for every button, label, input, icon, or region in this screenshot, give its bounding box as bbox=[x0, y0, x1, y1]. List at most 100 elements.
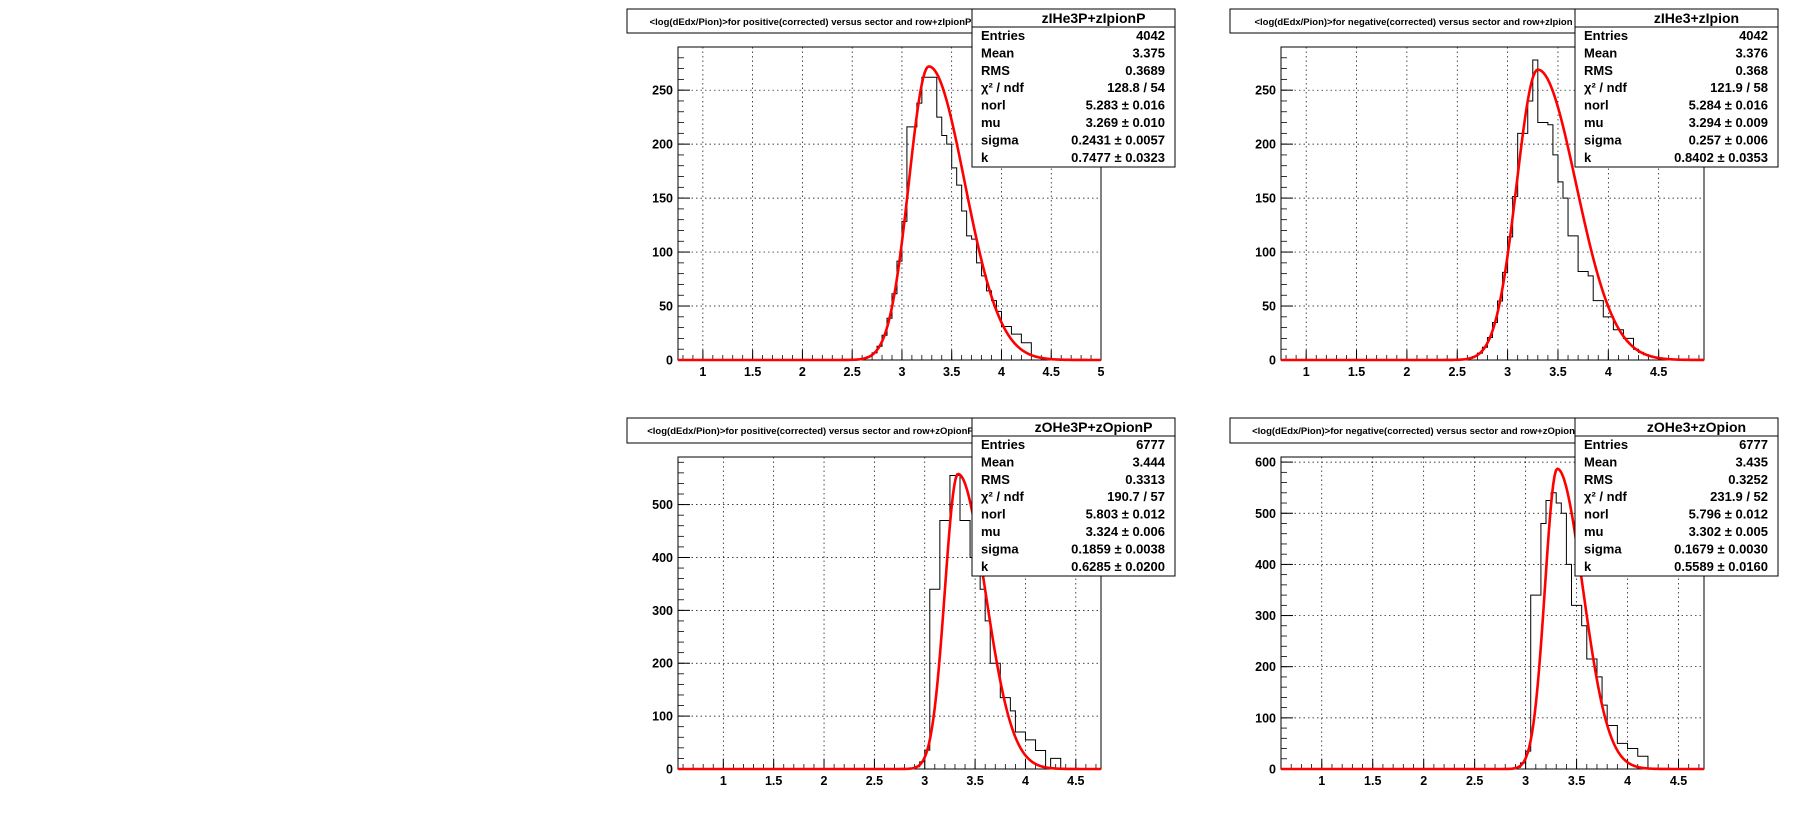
stats-value: 0.257 ± 0.006 bbox=[1689, 132, 1768, 147]
stats-value: 3.294 ± 0.009 bbox=[1689, 115, 1768, 130]
stats-label: Mean bbox=[981, 45, 1014, 60]
stats-title: zOHe3+zOpion bbox=[1647, 419, 1746, 435]
y-tick-label: 200 bbox=[1255, 138, 1276, 152]
x-tick-label: 2.5 bbox=[1466, 774, 1483, 788]
x-tick-label: 3 bbox=[1504, 365, 1511, 379]
y-tick-label: 200 bbox=[652, 138, 673, 152]
x-tick-label: 2.5 bbox=[866, 774, 883, 788]
stats-label: sigma bbox=[1584, 541, 1622, 556]
y-tick-label: 50 bbox=[659, 300, 673, 314]
stats-label: RMS bbox=[1584, 472, 1613, 487]
stats-value: 0.1859 ± 0.0038 bbox=[1071, 541, 1165, 556]
y-tick-label: 0 bbox=[666, 763, 673, 777]
stats-label: mu bbox=[981, 115, 1001, 130]
stats-label: χ² / ndf bbox=[981, 80, 1025, 95]
stats-value: 0.8402 ± 0.0353 bbox=[1674, 150, 1768, 165]
stats-label: k bbox=[981, 559, 989, 574]
y-tick-label: 300 bbox=[1255, 609, 1276, 623]
pad-title-box bbox=[626, 8, 1023, 34]
stats-value: 0.3689 bbox=[1125, 63, 1165, 78]
stats-value: 0.7477 ± 0.0323 bbox=[1071, 150, 1165, 165]
stats-value: 5.284 ± 0.016 bbox=[1689, 98, 1768, 113]
y-tick-label: 500 bbox=[652, 498, 673, 512]
x-tick-label: 3.5 bbox=[1549, 365, 1566, 379]
stats-box bbox=[971, 417, 1176, 577]
stats-label: Entries bbox=[981, 28, 1025, 43]
pad-title-box bbox=[626, 417, 1023, 444]
stats-value: 0.368 bbox=[1735, 63, 1768, 78]
pad-title: <log(dEdx/Pion)>for negative(corrected) … bbox=[1254, 17, 1572, 28]
x-tick-label: 4 bbox=[1605, 365, 1612, 379]
stats-label: Entries bbox=[981, 437, 1025, 452]
fit-curve bbox=[678, 65, 1101, 362]
x-tick-label: 2.5 bbox=[843, 365, 860, 379]
stats-label: Mean bbox=[1584, 454, 1617, 469]
y-tick-label: 300 bbox=[652, 604, 673, 618]
x-tick-label: 2.5 bbox=[1449, 365, 1466, 379]
stats-value: 4042 bbox=[1739, 28, 1768, 43]
stats-value: 3.324 ± 0.006 bbox=[1086, 524, 1165, 539]
y-tick-label: 150 bbox=[652, 192, 673, 206]
y-tick-label: 100 bbox=[1255, 711, 1276, 725]
stats-label: norl bbox=[981, 507, 1006, 522]
fit-curve bbox=[1281, 68, 1705, 362]
stats-box bbox=[1574, 8, 1779, 168]
pad-title-box bbox=[1229, 8, 1626, 34]
y-tick-label: 250 bbox=[1255, 84, 1276, 98]
stats-value: 0.2431 ± 0.0057 bbox=[1071, 132, 1165, 147]
stats-label: sigma bbox=[981, 541, 1019, 556]
y-tick-label: 400 bbox=[1255, 558, 1276, 572]
x-tick-label: 1 bbox=[1303, 365, 1310, 379]
x-tick-label: 1 bbox=[699, 365, 706, 379]
stats-value: 3.376 bbox=[1735, 45, 1768, 60]
stats-label: k bbox=[1584, 150, 1592, 165]
y-tick-label: 100 bbox=[652, 710, 673, 724]
stats-label: Entries bbox=[1584, 437, 1628, 452]
stats-label: mu bbox=[1584, 115, 1604, 130]
stats-value: 3.435 bbox=[1735, 454, 1768, 469]
stats-label: k bbox=[1584, 559, 1592, 574]
x-tick-label: 3.5 bbox=[1568, 774, 1585, 788]
stats-label: Entries bbox=[1584, 28, 1628, 43]
stats-label: sigma bbox=[981, 132, 1019, 147]
stats-value: 3.375 bbox=[1132, 45, 1165, 60]
stats-title: zIHe3P+zIpionP bbox=[1042, 10, 1146, 26]
x-tick-label: 4 bbox=[1624, 774, 1631, 788]
stats-label: k bbox=[981, 150, 989, 165]
x-tick-label: 3.5 bbox=[943, 365, 960, 379]
stats-label: RMS bbox=[981, 472, 1010, 487]
stats-value: 5.283 ± 0.016 bbox=[1086, 98, 1165, 113]
x-tick-label: 1.5 bbox=[1364, 774, 1381, 788]
x-tick-label: 3 bbox=[921, 774, 928, 788]
y-tick-label: 0 bbox=[1269, 354, 1276, 368]
stats-value: 5.796 ± 0.012 bbox=[1689, 507, 1768, 522]
x-tick-label: 5 bbox=[1098, 365, 1105, 379]
fit-curve bbox=[678, 472, 1101, 771]
histogram-pad-2: 1 1.5 2 2.5 3 3.5 4 4.5 0 50 100 150 200 250 <log(dEdx… bbox=[1229, 8, 1779, 379]
x-tick-label: 2 bbox=[1403, 365, 1410, 379]
stats-value: 0.6285 ± 0.0200 bbox=[1071, 559, 1165, 574]
stats-label: sigma bbox=[1584, 132, 1622, 147]
stats-label: norl bbox=[1584, 507, 1609, 522]
stats-label: χ² / ndf bbox=[981, 489, 1025, 504]
x-tick-label: 4.5 bbox=[1650, 365, 1667, 379]
x-tick-label: 4.5 bbox=[1670, 774, 1687, 788]
pad-title: <log(dEdx/Pion)>for positive(corrected) … bbox=[647, 426, 974, 437]
x-tick-label: 3 bbox=[1522, 774, 1529, 788]
y-tick-label: 0 bbox=[1269, 763, 1276, 777]
stats-value: 5.803 ± 0.012 bbox=[1086, 507, 1165, 522]
stats-value: 3.302 ± 0.005 bbox=[1689, 524, 1768, 539]
x-tick-label: 3 bbox=[898, 365, 905, 379]
stats-label: Mean bbox=[1584, 45, 1617, 60]
stats-label: mu bbox=[981, 524, 1001, 539]
stats-label: mu bbox=[1584, 524, 1604, 539]
y-tick-label: 150 bbox=[1255, 192, 1276, 206]
pad-title: <log(dEdx/Pion)>for negative(corrected) … bbox=[1252, 426, 1575, 437]
stats-value: 3.269 ± 0.010 bbox=[1086, 115, 1165, 130]
stats-box bbox=[1574, 417, 1779, 577]
stats-value: 0.5589 ± 0.0160 bbox=[1674, 559, 1768, 574]
y-tick-label: 50 bbox=[1262, 300, 1276, 314]
x-tick-label: 4 bbox=[998, 365, 1005, 379]
pad-title: <log(dEdx/Pion)>for positive(corrected) … bbox=[650, 17, 972, 28]
